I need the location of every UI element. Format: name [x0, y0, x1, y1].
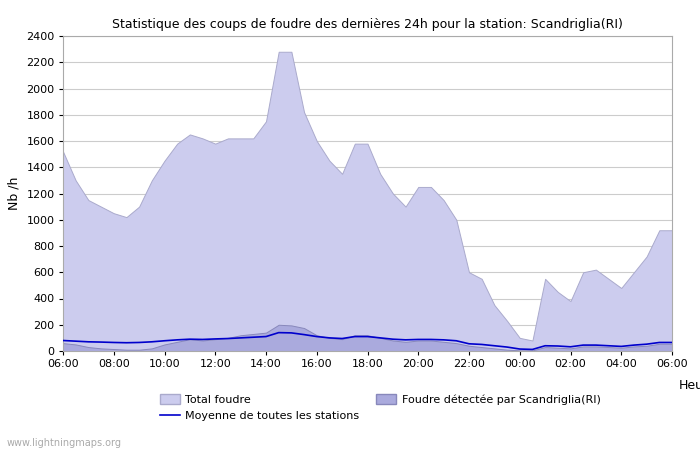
Text: Heure: Heure	[679, 379, 700, 392]
Text: www.lightningmaps.org: www.lightningmaps.org	[7, 438, 122, 448]
Y-axis label: Nb /h: Nb /h	[8, 177, 21, 210]
Legend: Total foudre, Moyenne de toutes les stations, Foudre détectée par Scandriglia(RI: Total foudre, Moyenne de toutes les stat…	[160, 394, 601, 421]
Title: Statistique des coups de foudre des dernières 24h pour la station: Scandriglia(R: Statistique des coups de foudre des dern…	[112, 18, 623, 31]
